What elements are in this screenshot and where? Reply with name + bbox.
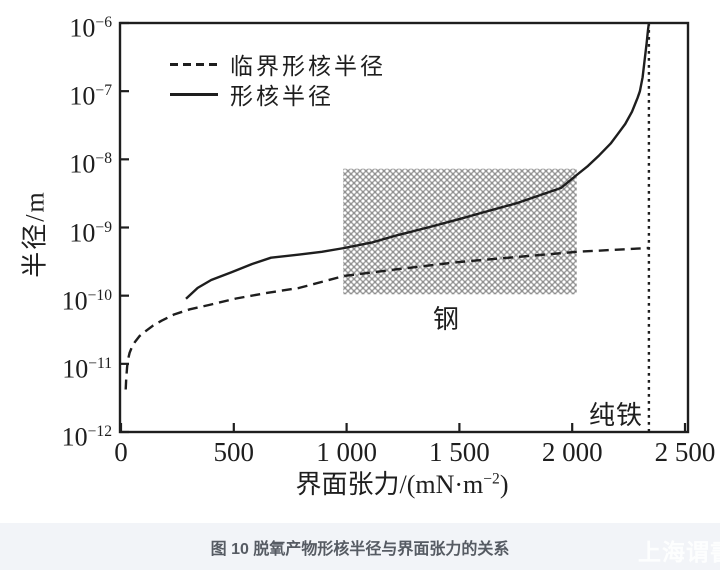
x-tick-label: 1 000 bbox=[316, 437, 377, 467]
critical-radius-curve bbox=[124, 246, 649, 390]
nucleation-radius-curve bbox=[185, 22, 651, 300]
x-tick-label: 0 bbox=[114, 437, 128, 467]
dashed-line-sample bbox=[170, 62, 218, 66]
x-tick-label: 2 000 bbox=[541, 437, 603, 467]
x-axis-label: 界面张力/(mN·m−2) bbox=[295, 464, 508, 501]
y-tick-label: 10−7 bbox=[69, 81, 112, 111]
watermark: 上海谓書 bbox=[638, 539, 720, 565]
caption-bar: 图 10 脱氧产物形核半径与界面张力的关系 上海谓書 bbox=[0, 523, 720, 570]
y-tick-label: 10−6 bbox=[69, 13, 112, 43]
y-tick-label: 10−12 bbox=[61, 422, 112, 452]
legend-entry-critical-radius: 临界形核半径 bbox=[170, 50, 386, 79]
chart-area: 半径/m 界面张力/(mN·m−2) 临界形核半径 形核半径 钢 纯铁 10−6… bbox=[21, 13, 716, 501]
legend: 临界形核半径 形核半径 bbox=[170, 50, 386, 110]
x-tick-label: 1 500 bbox=[429, 437, 490, 467]
x-tick-label: 500 bbox=[213, 437, 255, 467]
x-axis-label-main: 界面张力/(mN·m bbox=[295, 470, 484, 499]
x-tick-label: 2 500 bbox=[654, 437, 716, 467]
solid-line-sample bbox=[170, 92, 218, 96]
y-tick-label: 10−9 bbox=[69, 218, 112, 248]
legend-label-critical-radius: 临界形核半径 bbox=[230, 54, 386, 79]
steel-region-label: 钢 bbox=[433, 305, 461, 334]
steel-region-hatch bbox=[343, 168, 577, 295]
pure-iron-label: 纯铁 bbox=[589, 401, 644, 430]
legend-label-nucleation-radius: 形核半径 bbox=[230, 84, 334, 109]
y-tick-label: 10−11 bbox=[62, 354, 112, 384]
figure-caption: 图 10 脱氧产物形核半径与界面张力的关系 bbox=[210, 541, 510, 558]
y-tick-label: 10−10 bbox=[61, 286, 112, 316]
x-axis-label-close: ) bbox=[499, 470, 509, 499]
plot-svg bbox=[118, 21, 690, 434]
legend-entry-nucleation-radius: 形核半径 bbox=[170, 80, 386, 109]
y-tick-label: 10−8 bbox=[69, 149, 112, 179]
x-axis-label-sup: −2 bbox=[483, 470, 500, 488]
